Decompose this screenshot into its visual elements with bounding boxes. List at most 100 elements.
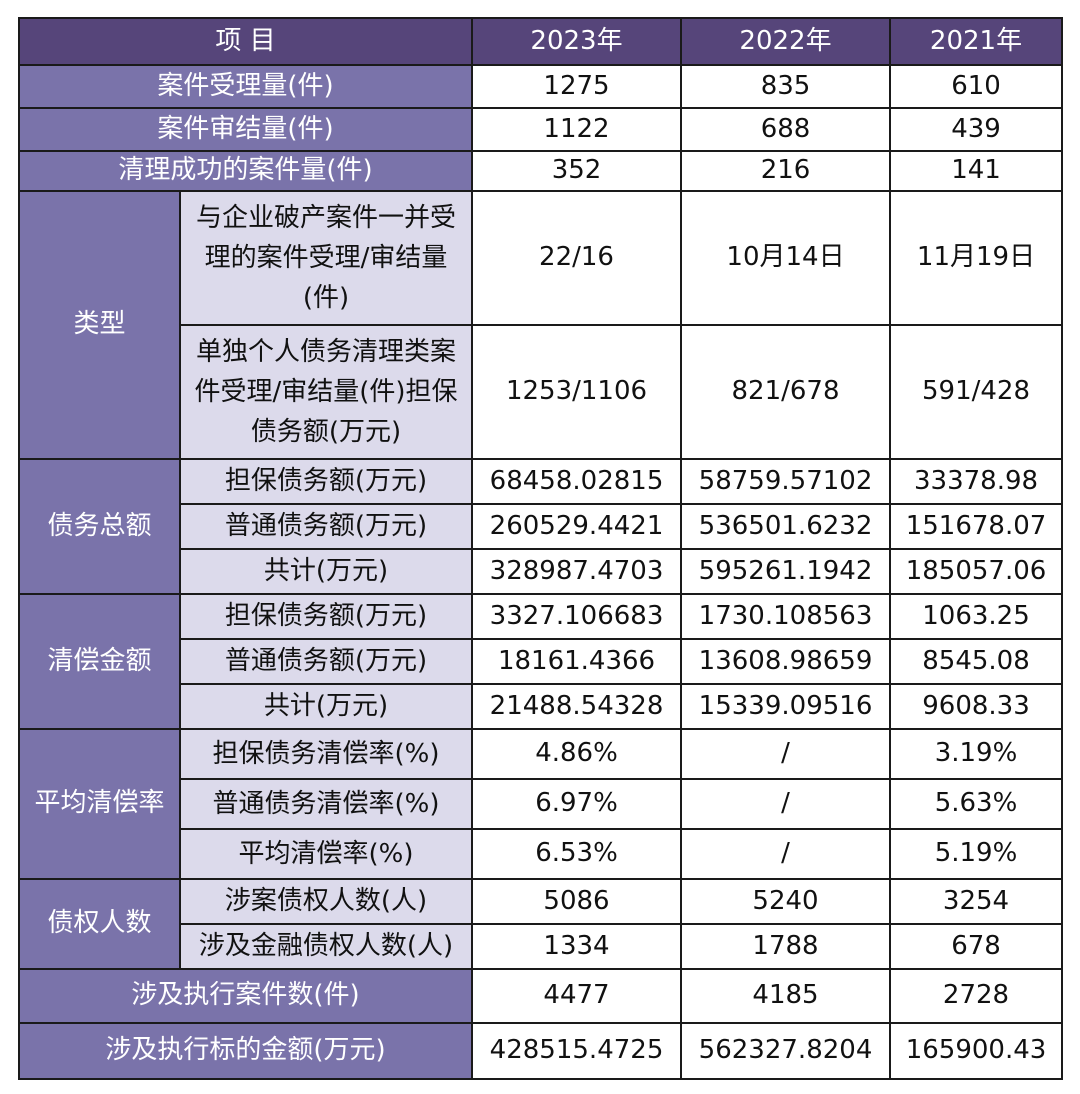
- sub-label: 普通债务额(万元): [178, 503, 474, 550]
- cell-value: 6.97%: [471, 778, 683, 830]
- cell-value: 3327.106683: [471, 593, 683, 640]
- row-label-successful: 清理成功的案件量(件): [17, 150, 474, 192]
- cell-value: 3254: [889, 878, 1064, 925]
- table-row: 单独个人债务清理类案件受理/审结量(件)担保债务额(万元) 1253/1106 …: [19, 324, 1064, 460]
- cell-value: 33378.98: [889, 458, 1064, 505]
- table-row: 普通债务额(万元) 18161.4366 13608.98659 8545.08: [19, 638, 1064, 685]
- cell-value: 216: [680, 150, 892, 192]
- cell-value: 536501.6232: [680, 503, 892, 550]
- cell-value: 688: [680, 107, 892, 152]
- row-label-accepted: 案件受理量(件): [17, 64, 474, 109]
- cell-value: 591/428: [889, 324, 1064, 460]
- cell-value: 1253/1106: [471, 324, 683, 460]
- sub-label: 担保债务额(万元): [178, 593, 474, 640]
- cell-value: 58759.57102: [680, 458, 892, 505]
- cell-value: 21488.54328: [471, 683, 683, 730]
- cell-value: 9608.33: [889, 683, 1064, 730]
- cell-value: 1122: [471, 107, 683, 152]
- cell-value: 68458.02815: [471, 458, 683, 505]
- cell-value: 610: [889, 64, 1064, 109]
- table-row: 平均清偿率(%) 6.53% / 5.19%: [19, 828, 1064, 880]
- sub-label: 平均清偿率(%): [178, 828, 474, 880]
- table-row: 涉及执行标的金额(万元) 428515.4725 562327.8204 165…: [17, 1022, 1064, 1080]
- cell-value: 1334: [471, 923, 683, 970]
- table-row: 普通债务额(万元) 260529.4421 536501.6232 151678…: [19, 503, 1064, 550]
- table-row: 类型 与企业破产案件一并受理的案件受理/审结量(件) 22/16 10月14日 …: [18, 190, 1064, 460]
- cell-value: 1788: [680, 923, 892, 970]
- sub-label: 共计(万元): [178, 683, 474, 730]
- table-row: 平均清偿率 担保债务清偿率(%) 4.86% / 3.19%: [18, 728, 1064, 880]
- table-row: 清偿金额 担保债务额(万元) 3327.106683 1730.108563 1…: [18, 593, 1064, 730]
- cell-value: 1063.25: [889, 593, 1064, 640]
- cell-value: 352: [471, 150, 683, 192]
- cell-value: 15339.09516: [680, 683, 892, 730]
- cell-value: 1730.108563: [680, 593, 892, 640]
- sub-label: 担保债务额(万元): [178, 458, 474, 505]
- header-2021: 2021年: [889, 17, 1064, 66]
- cell-value: 562327.8204: [680, 1022, 892, 1080]
- cell-value: /: [680, 828, 892, 880]
- header-row: 项 目 2023年 2022年 2021年: [17, 17, 1064, 66]
- cell-value: 678: [889, 923, 1064, 970]
- cell-value: 13608.98659: [680, 638, 892, 685]
- cell-value: 4.86%: [471, 728, 683, 780]
- cell-value: 5.19%: [889, 828, 1064, 880]
- cell-value: 8545.08: [889, 638, 1064, 685]
- cell-value: 4477: [471, 968, 683, 1024]
- cell-value: 5.63%: [889, 778, 1064, 830]
- cell-value: 821/678: [680, 324, 892, 460]
- row-label-execution-amount: 涉及执行标的金额(万元): [17, 1022, 474, 1080]
- cell-value: 6.53%: [471, 828, 683, 880]
- sub-label: 普通债务额(万元): [178, 638, 474, 685]
- sub-label: 涉及金融债权人数(人): [178, 923, 474, 970]
- sub-label-joint: 与企业破产案件一并受理的案件受理/审结量(件): [178, 190, 474, 326]
- cell-value: 5086: [471, 878, 683, 925]
- cell-value: 595261.1942: [680, 548, 892, 595]
- sub-label-individual: 单独个人债务清理类案件受理/审结量(件)担保债务额(万元): [178, 324, 474, 460]
- cell-value: 10月14日: [680, 190, 892, 326]
- header-item: 项 目: [17, 17, 474, 66]
- cell-value: 835: [680, 64, 892, 109]
- cell-value: 22/16: [471, 190, 683, 326]
- table-row: 涉及金融债权人数(人) 1334 1788 678: [19, 923, 1064, 970]
- group-label-debt-total: 债务总额: [18, 458, 181, 595]
- cell-value: 428515.4725: [471, 1022, 683, 1080]
- row-label-concluded: 案件审结量(件): [17, 107, 474, 152]
- header-2022: 2022年: [680, 17, 892, 66]
- group-label-creditors: 债权人数: [18, 878, 181, 970]
- cell-value: 439: [889, 107, 1064, 152]
- cell-value: 11月19日: [889, 190, 1064, 326]
- cell-value: 260529.4421: [471, 503, 683, 550]
- sub-label: 共计(万元): [178, 548, 474, 595]
- table-row: 共计(万元) 21488.54328 15339.09516 9608.33: [19, 683, 1064, 730]
- cell-value: 5240: [680, 878, 892, 925]
- cell-value: 185057.06: [889, 548, 1064, 595]
- sub-label: 涉案债权人数(人): [178, 878, 474, 925]
- table-row: 涉及执行案件数(件) 4477 4185 2728: [17, 968, 1064, 1024]
- row-label-execution-cases: 涉及执行案件数(件): [17, 968, 474, 1024]
- group-label-repayment: 清偿金额: [18, 593, 181, 730]
- cell-value: 328987.4703: [471, 548, 683, 595]
- cell-value: 18161.4366: [471, 638, 683, 685]
- sub-label: 普通债务清偿率(%): [178, 778, 474, 830]
- cell-value: 141: [889, 150, 1064, 192]
- group-label-avg-rate: 平均清偿率: [18, 728, 181, 880]
- debt-clearance-table: 项 目 2023年 2022年 2021年 案件受理量(件) 1275 835 …: [17, 17, 1064, 1080]
- table-row: 清理成功的案件量(件) 352 216 141: [17, 150, 1064, 192]
- table-row: 共计(万元) 328987.4703 595261.1942 185057.06: [19, 548, 1064, 595]
- header-2023: 2023年: [471, 17, 683, 66]
- table-row: 债务总额 担保债务额(万元) 68458.02815 58759.57102 3…: [18, 458, 1064, 595]
- table-row: 案件审结量(件) 1122 688 439: [17, 107, 1064, 152]
- group-label-type: 类型: [18, 190, 181, 460]
- table-row: 债权人数 涉案债权人数(人) 5086 5240 3254: [18, 878, 1064, 970]
- cell-value: 4185: [680, 968, 892, 1024]
- sub-label: 担保债务清偿率(%): [178, 728, 474, 780]
- cell-value: 165900.43: [889, 1022, 1064, 1080]
- cell-value: /: [680, 778, 892, 830]
- cell-value: /: [680, 728, 892, 780]
- cell-value: 3.19%: [889, 728, 1064, 780]
- cell-value: 2728: [889, 968, 1064, 1024]
- cell-value: 1275: [471, 64, 683, 109]
- cell-value: 151678.07: [889, 503, 1064, 550]
- table-row: 普通债务清偿率(%) 6.97% / 5.63%: [19, 778, 1064, 830]
